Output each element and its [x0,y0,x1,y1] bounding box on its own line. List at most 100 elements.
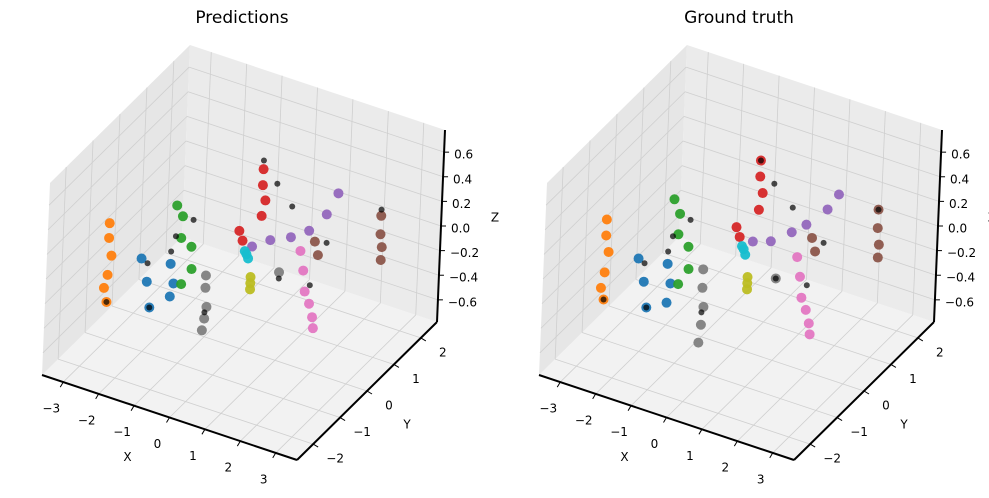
point [757,188,768,199]
z-tick-label: −0.6 [945,295,974,309]
x-tick-label: −2 [575,413,593,427]
point [698,264,709,275]
x-tick-label: 1 [686,449,694,463]
point [165,258,176,269]
subplot: −3 −2 −1 0 1 2 3 −2 −1 0 1 2 −0.6 −0.4 −0.2 0.0 0.2 0.4 0.… [41,8,499,486]
grid-line [42,214,184,354]
joint-point [771,180,778,187]
grid-line [682,140,939,227]
point [307,323,318,334]
grid-line [544,91,686,231]
grid-line [47,91,189,231]
point [693,337,704,348]
z-tick-label: 0.6 [454,148,473,162]
point [295,245,306,256]
grid-line [540,189,682,329]
joint-point [378,206,385,213]
point [309,236,320,247]
point [810,246,821,257]
y-axis [793,321,935,461]
grid-line [543,116,685,255]
x-tick-label: 0 [154,437,162,451]
x-tick-label: −1 [113,425,131,439]
grid-line [555,358,811,445]
joint-point [146,304,153,311]
point [299,286,310,297]
z-tick-label: 0.0 [948,222,967,236]
z-axis [436,129,446,323]
joint-point [172,233,179,240]
grid-line [681,165,938,251]
point [258,164,269,175]
point [375,229,386,240]
grid-line [44,165,186,304]
point [102,269,113,280]
joint-point [201,309,208,316]
joint-point [190,216,197,223]
point [104,232,115,243]
y-tick-label: 1 [909,372,917,386]
grid-line [165,252,421,339]
grid-line [138,279,395,365]
point [803,318,814,329]
y-axis [296,321,438,461]
joint-point [275,275,282,282]
z-tick-label: 0.6 [951,148,970,162]
point [742,284,753,295]
point [333,188,344,199]
grid-line [680,189,937,276]
y-axis-label: Y [899,418,908,432]
point [683,241,694,252]
point [661,297,672,308]
grid-line [46,116,188,255]
point [794,271,805,282]
point [599,267,610,278]
point [196,325,207,336]
y-tick-label: −2 [823,452,841,466]
y-tick-label: −1 [850,425,868,439]
point [104,218,115,229]
point [141,276,152,287]
grid-line [685,66,942,153]
joint-point [144,260,151,267]
joint-point [260,157,267,164]
y-tick-label: 0 [882,399,890,413]
z-tick-label: −0.2 [947,246,976,260]
joint-point [698,309,705,316]
y-axis-label: Y [402,418,411,432]
point [168,278,179,289]
grid-line [539,214,681,354]
point [731,222,742,233]
x-tick-label: −3 [539,402,557,416]
joint-point [757,157,764,164]
grid-line [541,165,683,304]
grid-line [185,140,442,227]
point [199,313,210,324]
grid-line [58,358,314,445]
point [265,235,276,246]
y-tick-label: −1 [353,425,371,439]
joint-point [669,233,676,240]
joint-point [687,216,694,223]
z-axis [933,129,943,323]
point [172,200,183,211]
point [200,270,211,281]
point [601,214,612,225]
grid-line [679,214,936,301]
grid-line [45,140,187,280]
point [321,209,332,220]
point [753,204,764,215]
point [755,171,766,182]
chart-title: Predictions [195,8,288,28]
point [201,301,212,312]
x-axis-label: X [123,450,131,464]
point [807,232,818,243]
point [734,231,745,242]
point [786,227,797,238]
y-tick-label: −2 [326,452,344,466]
z-tick-label: 0.4 [950,172,969,186]
x-tick-label: −1 [610,425,628,439]
point [106,250,117,261]
point [285,232,296,243]
point [307,312,318,323]
